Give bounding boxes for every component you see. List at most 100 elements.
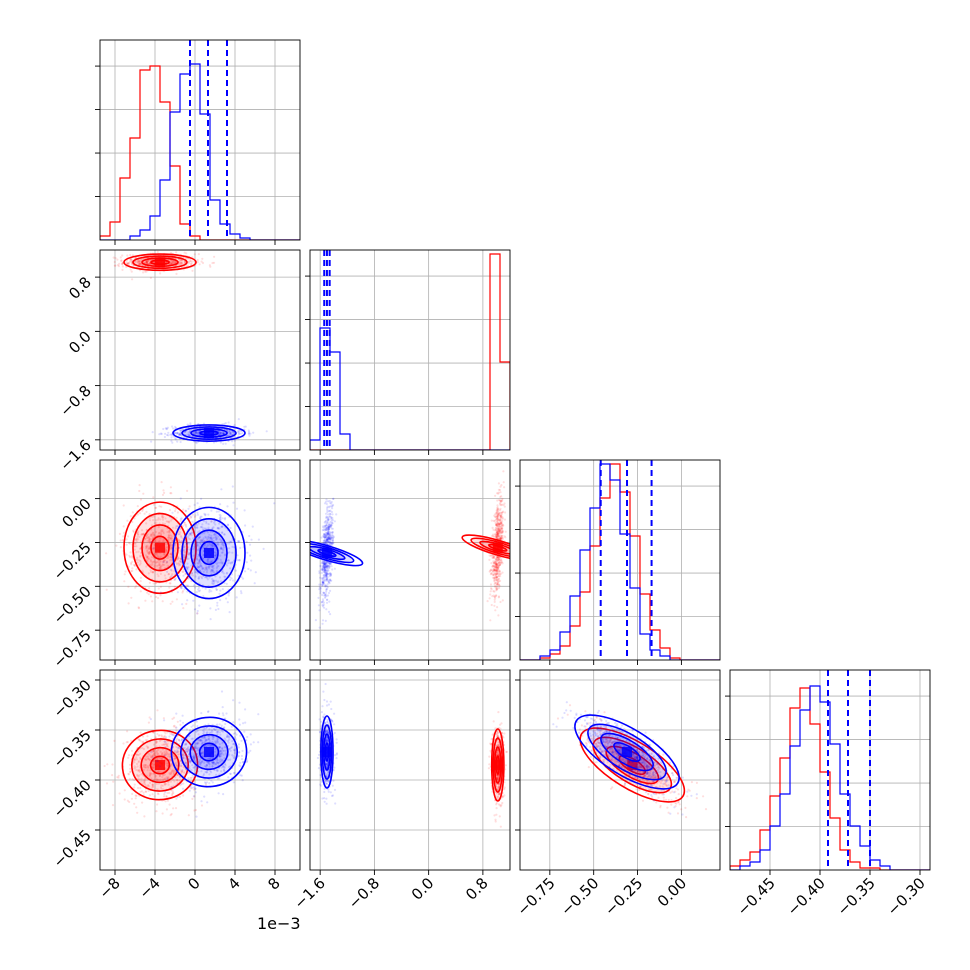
- sample-point: [499, 537, 502, 540]
- sample-point: [187, 507, 190, 510]
- sample-point: [174, 776, 177, 779]
- sample-point: [252, 431, 255, 434]
- sample-point: [499, 495, 502, 499]
- sample-point: [170, 492, 173, 495]
- sample-point: [131, 556, 134, 559]
- sample-point: [214, 608, 217, 612]
- sample-point: [193, 543, 197, 546]
- sample-point: [187, 553, 190, 556]
- sample-point: [181, 603, 184, 606]
- sample-point: [152, 503, 155, 506]
- sample-point: [223, 533, 226, 536]
- sample-point: [197, 522, 200, 525]
- sample-point: [330, 524, 333, 527]
- sample-point: [214, 553, 217, 556]
- sample-point: [326, 564, 329, 568]
- sample-point: [130, 270, 133, 273]
- sample-point: [195, 591, 198, 594]
- sample-point: [173, 432, 176, 435]
- sample-point: [496, 507, 499, 510]
- sample-point: [167, 555, 170, 558]
- sample-point: [217, 564, 220, 568]
- sample-point: [188, 260, 191, 263]
- sample-point: [222, 544, 225, 547]
- sample-point: [330, 536, 333, 539]
- sample-point: [498, 529, 501, 532]
- sample-point: [326, 598, 329, 601]
- sample-point: [118, 262, 121, 265]
- sample-point: [157, 564, 160, 567]
- sample-point: [166, 530, 169, 534]
- sample-point: [329, 501, 332, 504]
- sample-point: [327, 540, 330, 544]
- sample-point: [503, 505, 506, 508]
- sample-point: [175, 432, 178, 435]
- sample-point: [327, 541, 330, 544]
- sample-point: [152, 560, 155, 564]
- sample-point: [158, 563, 161, 566]
- sample-point: [162, 560, 165, 564]
- sample-point: [198, 536, 201, 539]
- sample-point: [151, 431, 154, 434]
- sample-point: [201, 261, 205, 265]
- sample-point: [203, 540, 206, 543]
- sample-point: [494, 568, 497, 572]
- sample-point: [222, 549, 225, 552]
- sample-point: [325, 532, 328, 535]
- sample-point: [171, 540, 174, 543]
- sample-point: [138, 260, 141, 263]
- sample-point: [152, 496, 155, 499]
- sample-point: [196, 502, 199, 505]
- sample-point: [495, 583, 499, 586]
- sample-point: [167, 520, 171, 523]
- sample-point: [215, 510, 218, 513]
- sample-point: [196, 558, 199, 561]
- sample-point: [501, 530, 504, 533]
- sample-point: [148, 513, 151, 516]
- sample-point: [497, 522, 500, 525]
- sample-point: [195, 432, 198, 435]
- sample-point: [151, 560, 154, 563]
- sample-point: [186, 562, 189, 565]
- sample-point: [493, 577, 496, 580]
- sample-point: [224, 442, 227, 445]
- sample-point: [490, 562, 493, 565]
- sample-point: [499, 491, 502, 494]
- sample-point: [188, 431, 191, 434]
- sample-point: [191, 520, 194, 523]
- sample-point: [495, 512, 498, 515]
- sample-point: [326, 564, 329, 568]
- sample-point: [167, 539, 170, 542]
- sample-point: [325, 536, 328, 539]
- sample-point: [321, 581, 324, 584]
- sample-point: [492, 568, 495, 571]
- sample-point: [327, 518, 330, 521]
- sample-point: [201, 540, 204, 543]
- sample-point: [324, 528, 327, 532]
- sample-point: [171, 260, 175, 263]
- sample-point: [150, 440, 153, 443]
- sample-point: [172, 261, 175, 264]
- sample-point: [498, 573, 502, 576]
- sample-point: [327, 528, 330, 532]
- sample-point: [205, 571, 208, 574]
- density-peak-blue: [204, 547, 214, 558]
- sample-point: [322, 535, 325, 538]
- sample-point: [226, 601, 229, 604]
- sample-point: [500, 522, 503, 525]
- sample-point: [317, 596, 320, 600]
- sample-point: [127, 585, 130, 588]
- sample-point: [169, 542, 172, 545]
- sample-point: [493, 578, 496, 581]
- sample-point: [219, 517, 222, 520]
- sample-point: [494, 569, 497, 573]
- sample-point: [492, 561, 495, 564]
- sample-point: [164, 432, 167, 435]
- sample-point: [495, 579, 498, 582]
- sample-point: [495, 535, 498, 538]
- sample-point: [138, 484, 141, 487]
- sample-point: [188, 258, 192, 261]
- sample-point: [156, 803, 159, 806]
- sample-point: [213, 431, 216, 435]
- sample-point: [205, 576, 208, 579]
